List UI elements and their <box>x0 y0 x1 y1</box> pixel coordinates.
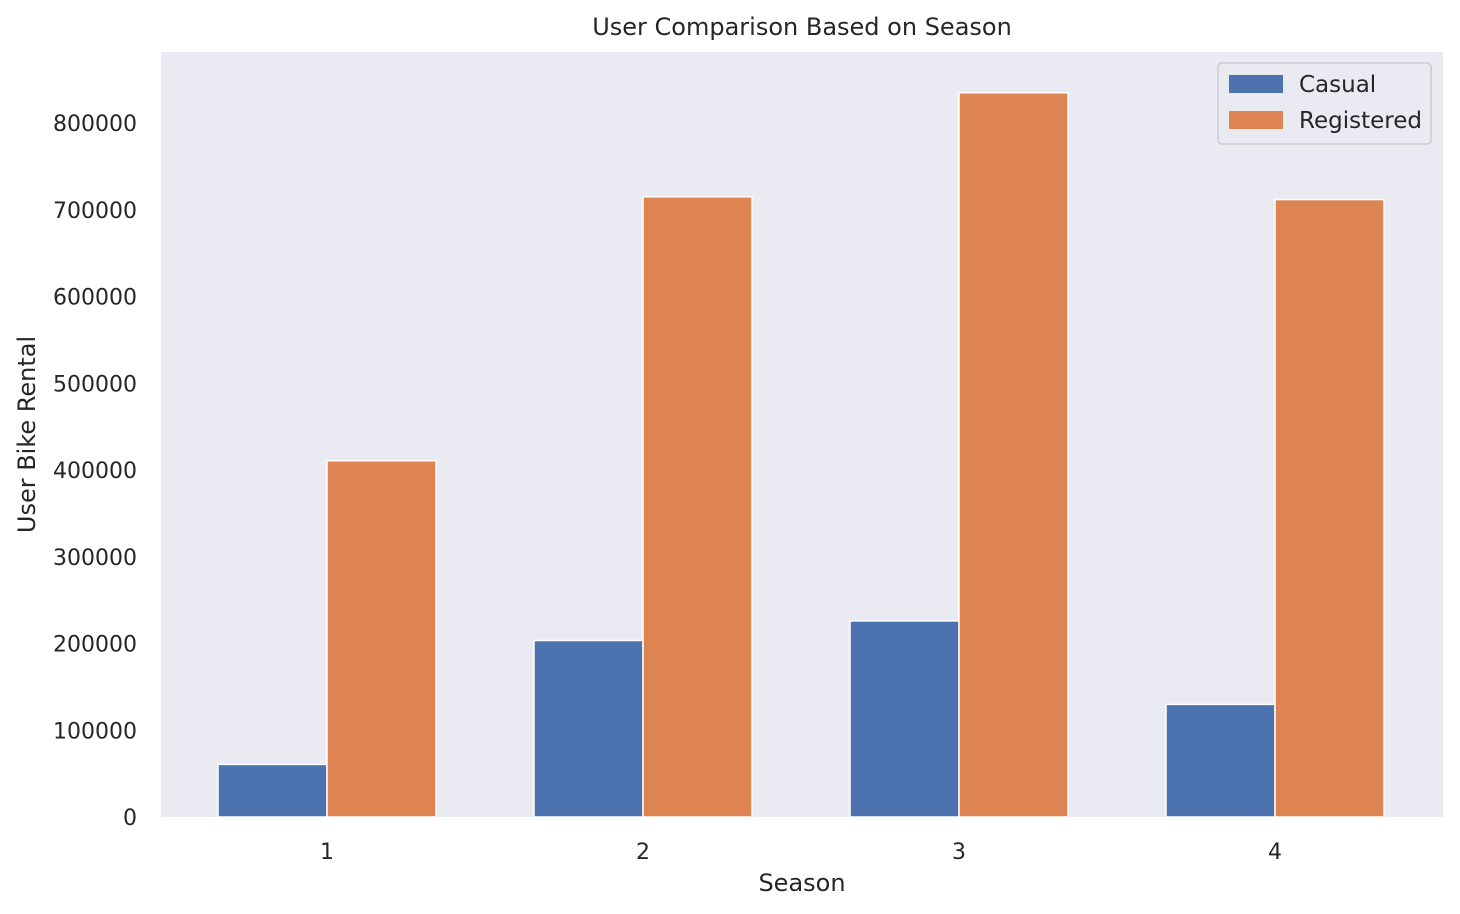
y-tick-label: 600000 <box>53 286 137 311</box>
legend-swatch-casual <box>1229 75 1283 93</box>
legend: Casual Registered <box>1217 62 1432 145</box>
legend-swatch-registered <box>1229 111 1283 129</box>
y-tick-label: 800000 <box>53 112 137 137</box>
bar-casual-season-4 <box>1165 703 1276 818</box>
legend-label-casual: Casual <box>1299 72 1376 98</box>
y-tick-label: 400000 <box>53 459 137 484</box>
y-axis-label: User Bike Rental <box>13 336 41 533</box>
bar-casual-season-2 <box>533 639 644 818</box>
y-tick-label: 700000 <box>53 199 137 224</box>
x-tick-label: 3 <box>952 840 966 865</box>
x-tick-label: 4 <box>1268 840 1282 865</box>
x-axis-ticks: 1 2 3 4 <box>320 840 1282 865</box>
y-tick-label: 200000 <box>53 633 137 658</box>
bar-casual-season-1 <box>217 763 328 818</box>
x-tick-label: 2 <box>636 840 650 865</box>
bar-casual-season-3 <box>849 620 960 818</box>
y-tick-label: 500000 <box>53 372 137 397</box>
bar-registered-season-4 <box>1274 198 1385 818</box>
bars-group <box>217 91 1385 818</box>
bar-registered-season-3 <box>958 91 1069 818</box>
y-tick-label: 0 <box>123 806 137 831</box>
chart-title: User Comparison Based on Season <box>592 13 1012 41</box>
legend-label-registered: Registered <box>1299 108 1422 134</box>
bar-registered-season-2 <box>642 196 753 818</box>
y-tick-label: 300000 <box>53 546 137 571</box>
y-tick-label: 100000 <box>53 719 137 744</box>
x-axis-label: Season <box>758 869 845 897</box>
y-axis-ticks: 0 100000 200000 300000 400000 500000 600000 700… <box>53 112 137 831</box>
bar-registered-season-1 <box>326 460 437 818</box>
x-tick-label: 1 <box>320 840 334 865</box>
